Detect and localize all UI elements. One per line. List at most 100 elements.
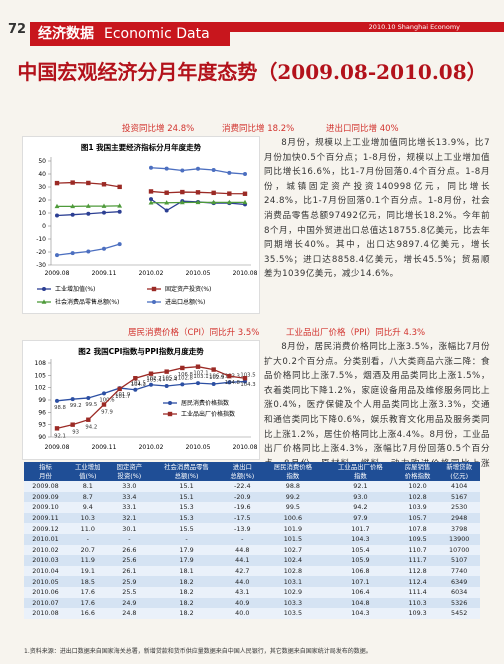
table-cell: 10700 — [438, 544, 480, 556]
table-cell: 15.1 — [150, 491, 223, 503]
point — [70, 422, 75, 427]
table-cell: 103.3 — [261, 597, 325, 609]
issue-strip: 2010.10 Shanghai Economy — [230, 22, 504, 32]
header-cell: 新增贷款 (亿元) — [438, 462, 480, 481]
table-cell: 2948 — [438, 512, 480, 524]
table-cell: 102.0 — [396, 481, 439, 492]
table-cell: -19.6 — [222, 502, 262, 513]
table-cell: 15.5 — [150, 523, 223, 534]
x-tick-label: 2010.02 — [139, 444, 164, 451]
point — [133, 387, 138, 392]
point — [149, 382, 153, 387]
table-cell: 2010.06 — [24, 586, 67, 598]
table-cell: 112.8 — [396, 565, 439, 577]
table-cell: 44.0 — [222, 576, 262, 587]
point — [195, 190, 201, 195]
table-cell: 109.5 — [396, 533, 439, 545]
table-cell: 106.4 — [324, 586, 397, 598]
point — [70, 397, 75, 402]
table-cell: 98.8 — [261, 481, 325, 492]
header-text: 指数 — [354, 471, 367, 480]
point — [55, 398, 59, 403]
header-text: 居民消费价格 — [273, 463, 313, 471]
legend-label: 工业增加值(%) — [55, 285, 95, 293]
x-tick-label: 2010.05 — [186, 444, 211, 451]
table-cell: 2009.12 — [24, 523, 67, 534]
table-cell: 6349 — [438, 576, 480, 587]
point — [102, 210, 106, 215]
table-cell: 105.9 — [324, 555, 397, 566]
y-tick-label: 0 — [42, 223, 46, 230]
point — [152, 300, 156, 304]
table-cell: 18.2 — [150, 597, 223, 609]
point — [164, 166, 169, 171]
table-cell: 2010.03 — [24, 555, 67, 566]
table-wrap: 指标 月份 工业增加 值(%) 固定资产 投资(%) 社会消费品零售 总额(%) 进出口 总额(%… — [24, 462, 480, 619]
table-cell: 25.9 — [108, 576, 151, 587]
point — [167, 411, 173, 417]
legend-label: 固定资产投资(%) — [165, 285, 211, 293]
table-cell: -22.4 — [222, 481, 262, 492]
point — [196, 166, 200, 171]
header-text: 工业品出厂价格 — [338, 463, 383, 471]
header-cell: 社会消费品零售 总额(%) — [150, 462, 223, 481]
table-cell: 2010.04 — [24, 565, 67, 577]
table-cell: 8.7 — [67, 491, 109, 503]
table-cell: 105.7 — [396, 512, 439, 524]
point — [180, 168, 185, 173]
y-tick-label: 90 — [38, 434, 46, 441]
table-cell: 40.9 — [222, 597, 262, 609]
header-cell: 工业增加 值(%) — [67, 462, 109, 481]
value-label: 105.9 — [162, 376, 177, 382]
point — [164, 190, 169, 195]
point — [86, 249, 91, 254]
table-cell: 8.1 — [67, 481, 109, 492]
point — [54, 203, 60, 209]
point — [55, 213, 59, 218]
point — [242, 191, 248, 196]
header-text: 房屋销售 — [404, 463, 431, 471]
table-cell: 15.3 — [150, 512, 223, 524]
section-en: Economic Data — [104, 26, 210, 42]
table-cell: 110.7 — [396, 544, 439, 556]
table-cell: 105.4 — [324, 544, 397, 556]
issue: 2010.10 Shanghai Economy — [368, 23, 460, 31]
table-row: 2010.03 11.9 25.6 17.9 44.1 102.4 105.9 111.7 51… — [24, 555, 480, 566]
point — [86, 395, 91, 400]
point — [148, 371, 154, 376]
point — [70, 251, 75, 256]
point — [179, 199, 185, 205]
table-cell: 5452 — [438, 608, 480, 619]
value-label: 97.9 — [101, 410, 113, 416]
value-label: 92.1 — [54, 433, 66, 439]
table-cell: 33.4 — [108, 491, 151, 503]
y-tick-label: 10 — [38, 210, 46, 217]
x-tick-label: 2010.02 — [139, 270, 164, 277]
table-cell: 18.5 — [67, 576, 109, 587]
table-row: 2010.07 17.6 24.9 18.2 40.9 103.3 104.8 110.3 53… — [24, 597, 480, 609]
point — [211, 381, 216, 386]
table-cell: 26.1 — [108, 565, 151, 577]
table-cell: 17.9 — [150, 555, 223, 566]
y-tick-label: 20 — [38, 197, 46, 204]
y-tick-label: -10 — [36, 236, 46, 243]
table-cell: 26.6 — [108, 544, 151, 556]
table-cell: 32.1 — [108, 512, 151, 524]
value-label: 106.8 — [178, 372, 194, 378]
chart-title: 图2 我国CPI指数与PPI指数月度走势 — [78, 346, 204, 356]
point — [242, 376, 248, 381]
point — [226, 199, 232, 205]
table-cell: 104.3 — [324, 533, 397, 545]
table-cell: 102.7 — [261, 544, 325, 556]
table-cell: 7740 — [438, 565, 480, 577]
section-cn: 经济数据 — [38, 26, 94, 42]
point — [164, 200, 170, 205]
table-cell: 103.9 — [396, 502, 439, 513]
value-label: 101.9 — [115, 392, 130, 398]
point — [195, 199, 201, 205]
point — [101, 203, 107, 208]
x-tick-label: 2010.05 — [186, 270, 211, 277]
value-label: 103.5 — [240, 373, 255, 379]
point — [164, 369, 169, 374]
point — [180, 365, 185, 371]
